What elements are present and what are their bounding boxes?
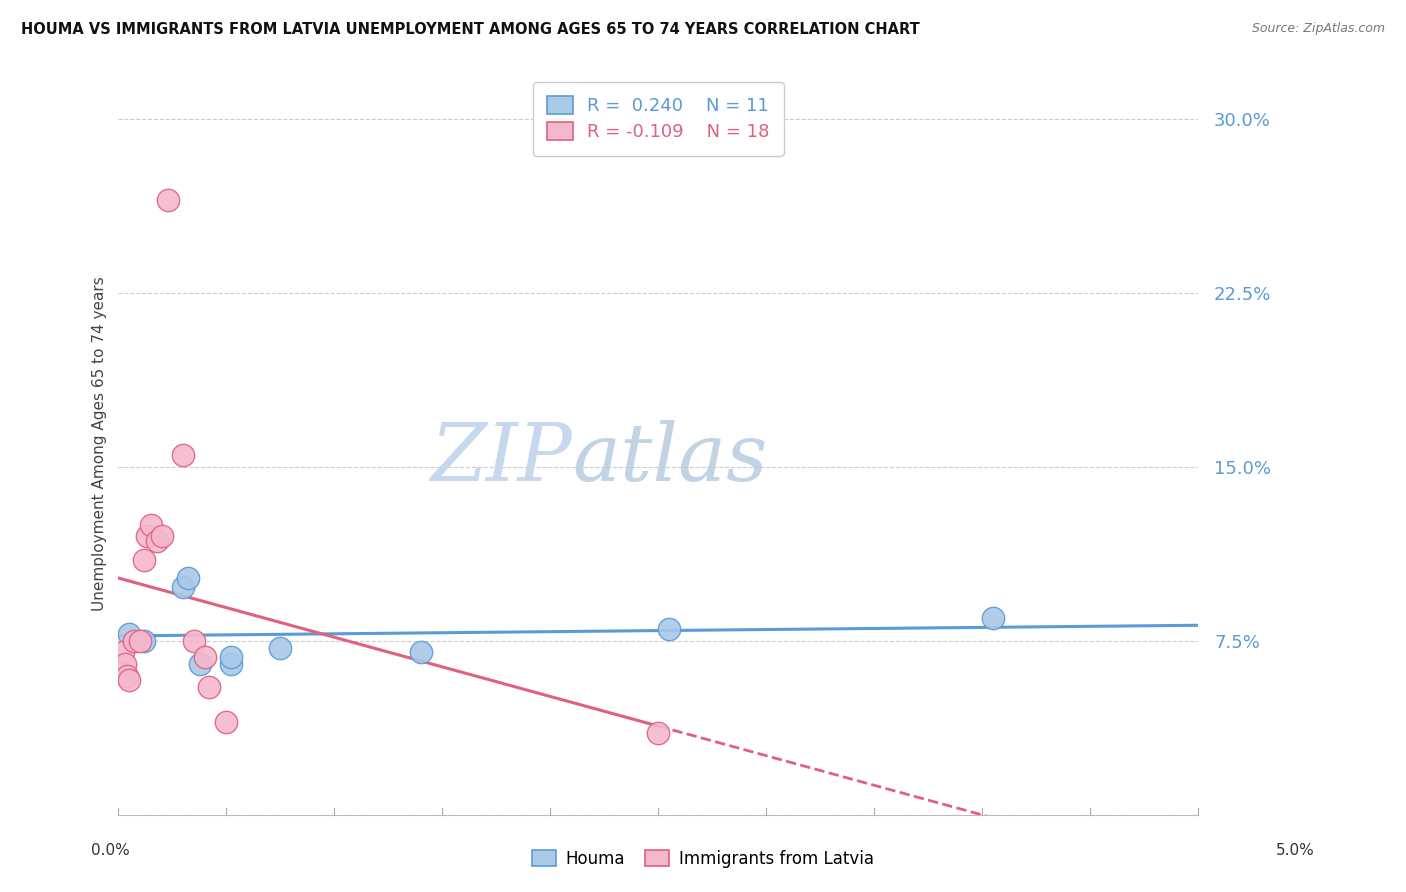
Point [122,633,145,648]
Text: ZIP: ZIP [430,420,572,498]
Point [129,633,152,648]
Point [118,673,141,687]
Text: 0.0%: 0.0% [91,843,131,858]
Point [658,622,681,636]
Point [172,581,194,595]
Point [111,645,134,659]
Point [139,517,162,532]
Point [219,657,242,671]
Legend: R =  0.240    N = 11, R = -0.109    N = 18: R = 0.240 N = 11, R = -0.109 N = 18 [533,82,783,156]
Point [115,668,138,682]
Point [183,633,205,648]
Y-axis label: Unemployment Among Ages 65 to 74 years: Unemployment Among Ages 65 to 74 years [93,277,107,611]
Point [409,645,432,659]
Point [215,714,238,729]
Point [190,657,212,671]
Point [134,633,156,648]
Point [135,529,157,543]
Point [269,640,291,655]
Point [176,571,198,585]
Point [198,680,221,694]
Point [146,534,169,549]
Text: 5.0%: 5.0% [1275,843,1315,858]
Text: atlas: atlas [572,420,768,498]
Point [219,650,242,665]
Point [134,552,156,566]
Point [118,627,141,641]
Point [194,650,217,665]
Text: Source: ZipAtlas.com: Source: ZipAtlas.com [1251,22,1385,36]
Point [114,657,136,671]
Legend: Houma, Immigrants from Latvia: Houma, Immigrants from Latvia [526,844,880,875]
Point [150,529,173,543]
Point [647,726,669,740]
Text: HOUMA VS IMMIGRANTS FROM LATVIA UNEMPLOYMENT AMONG AGES 65 TO 74 YEARS CORRELATI: HOUMA VS IMMIGRANTS FROM LATVIA UNEMPLOY… [21,22,920,37]
Point [172,448,194,462]
Point [157,194,180,208]
Point [981,610,1004,624]
